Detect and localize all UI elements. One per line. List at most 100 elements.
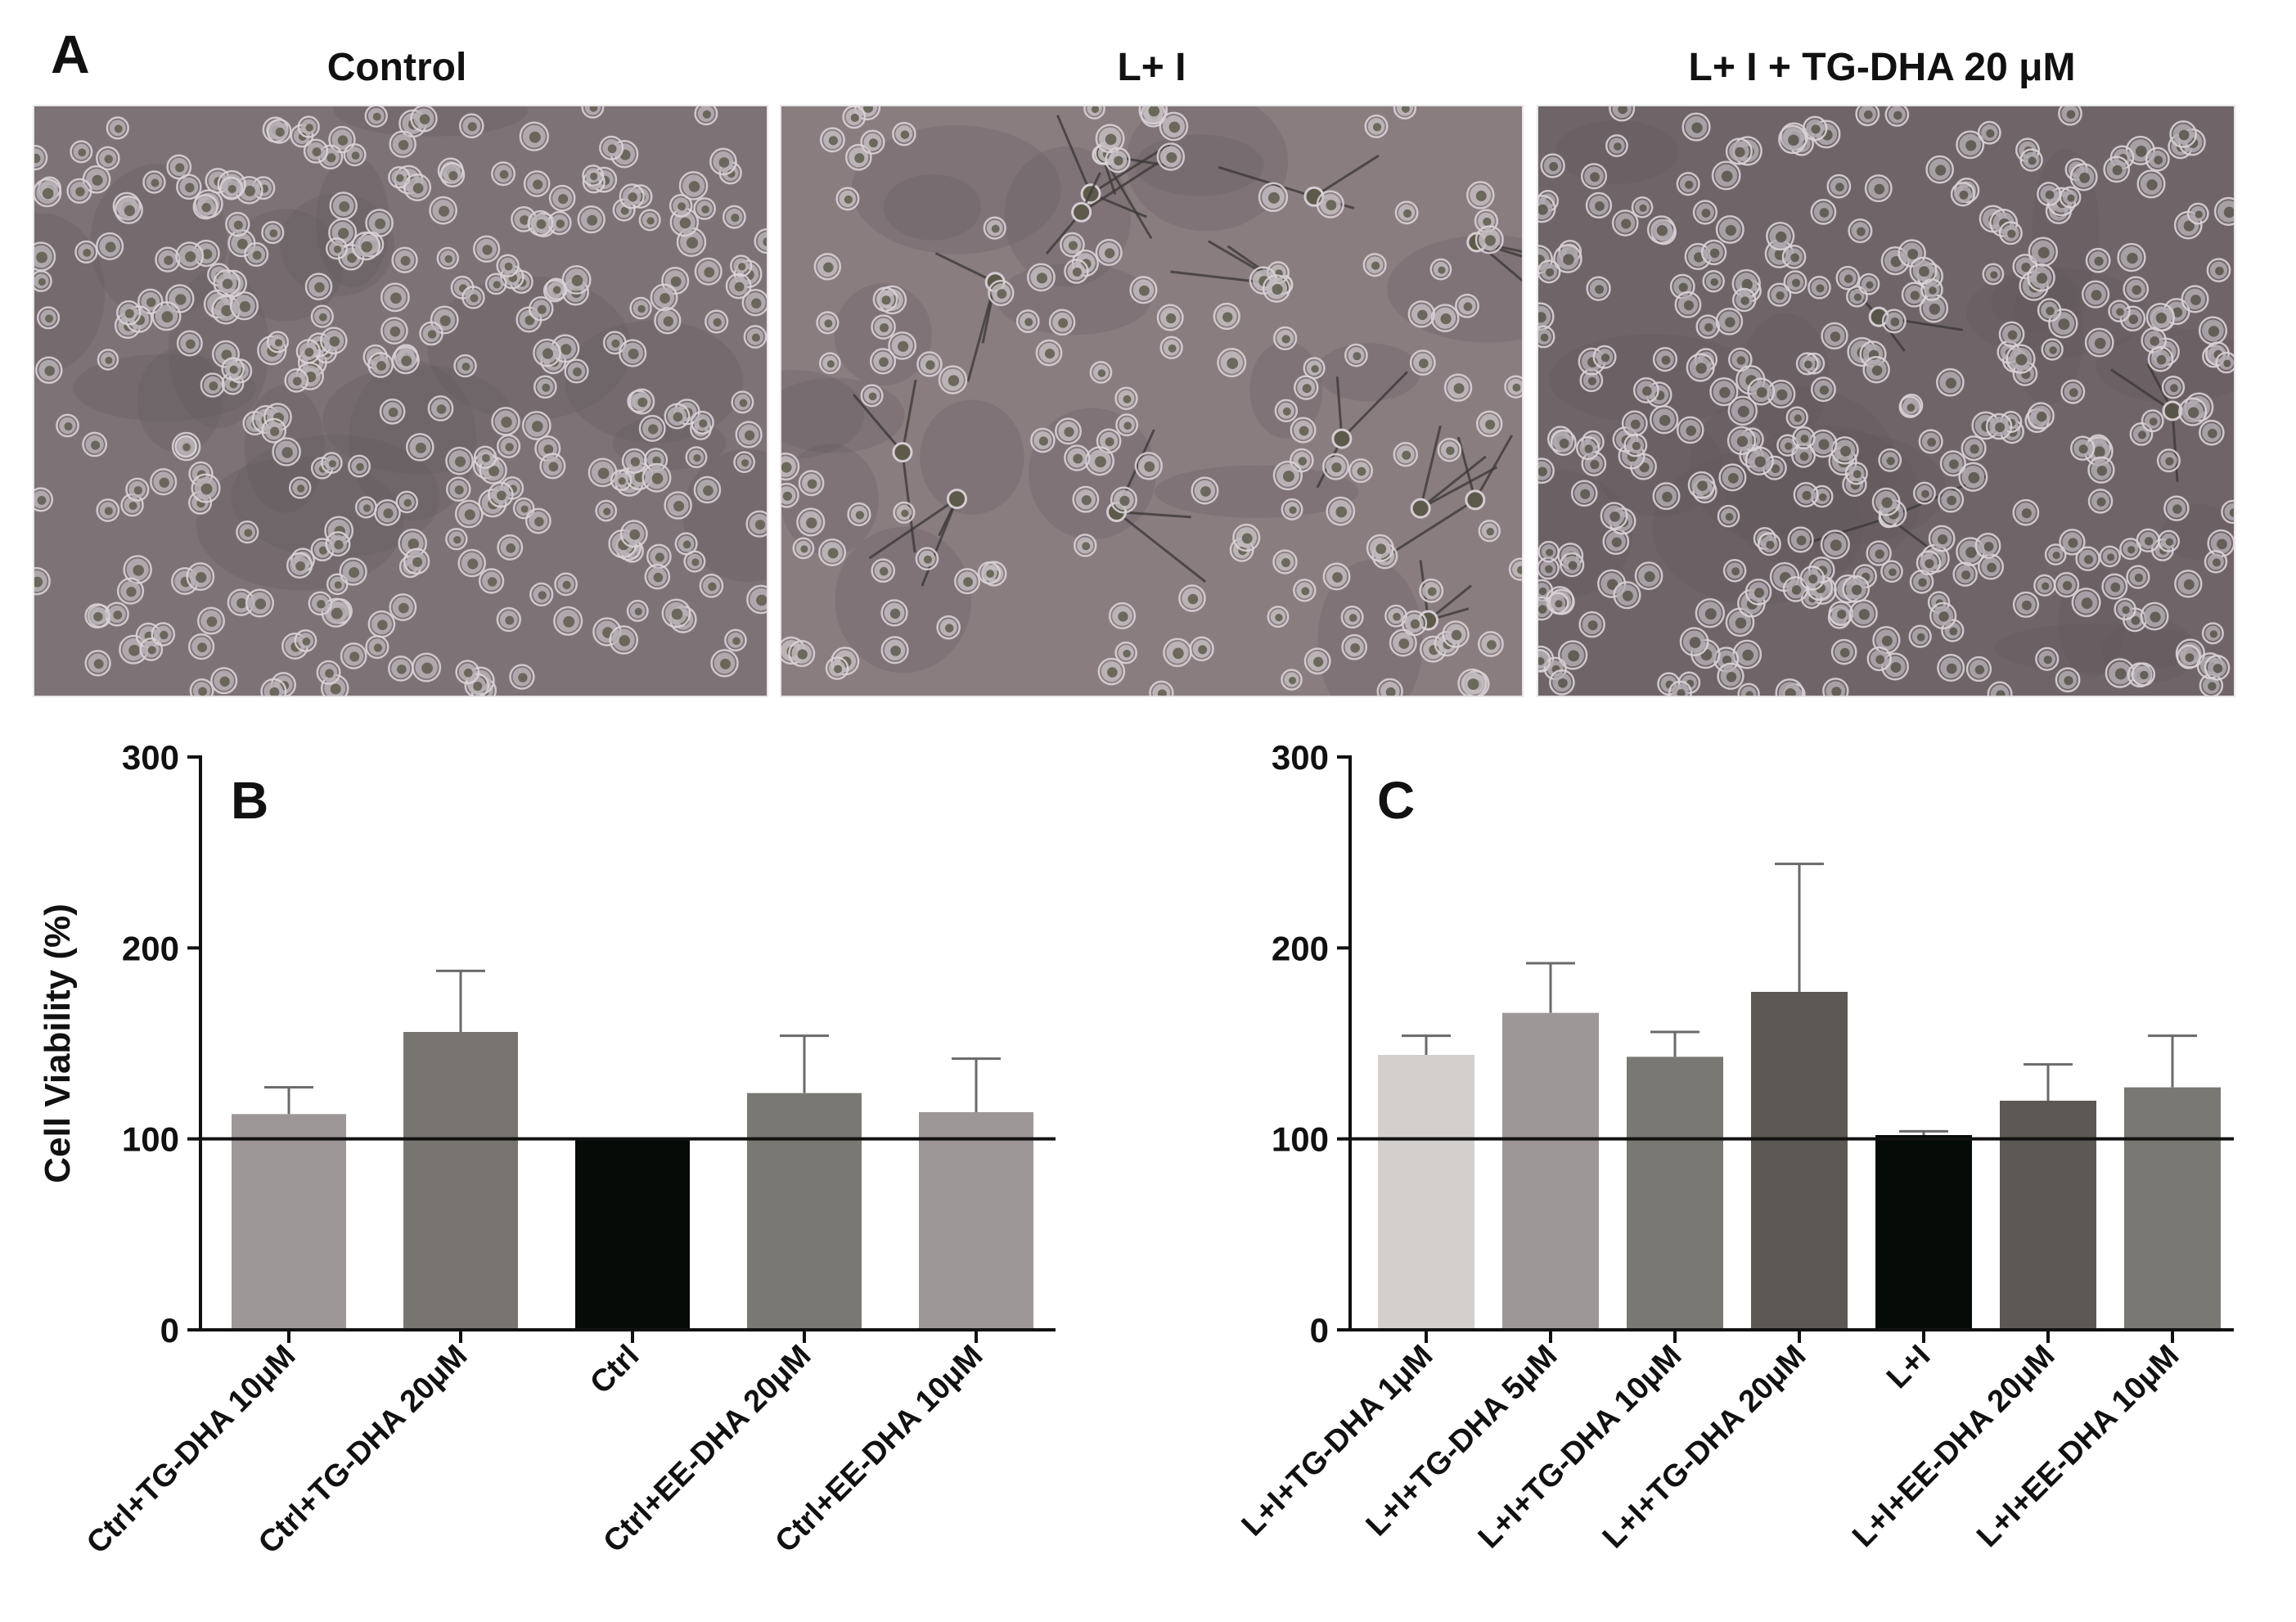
- cell: [1621, 410, 1648, 437]
- cell: [1609, 106, 1636, 122]
- cell: [1965, 656, 1992, 683]
- cell: [2028, 237, 2058, 267]
- cell: [187, 633, 215, 660]
- cell: [529, 295, 554, 322]
- cell: [2055, 667, 2081, 693]
- cell: [1782, 576, 1809, 602]
- cell: [1785, 406, 1808, 429]
- cell: [813, 253, 842, 281]
- cell: [56, 413, 79, 438]
- cell: [1474, 225, 1504, 255]
- cell: [1303, 357, 1326, 380]
- cell: [2069, 163, 2098, 191]
- cell: [1585, 191, 1613, 219]
- cell: [683, 550, 706, 573]
- cell: [1089, 361, 1113, 384]
- cell: [297, 115, 320, 138]
- cell: [1695, 597, 1726, 629]
- cell: [389, 130, 416, 158]
- cell: [1821, 322, 1848, 350]
- cell: [1362, 253, 1387, 277]
- cell: [1912, 481, 1936, 505]
- background-patch: [781, 370, 865, 459]
- cell: [1884, 106, 1910, 127]
- cell: [915, 547, 939, 571]
- cell: [419, 321, 443, 346]
- cell: [581, 106, 605, 119]
- cell: [286, 552, 313, 579]
- cell: [1035, 339, 1063, 367]
- cell: [2119, 538, 2142, 561]
- cell: [1866, 646, 1892, 672]
- cell: [1711, 160, 1741, 191]
- cell: [781, 482, 799, 508]
- cell: [1928, 525, 1956, 552]
- cell: [871, 558, 896, 583]
- cell: [1138, 106, 1168, 125]
- cell: [1842, 575, 1871, 603]
- cell: [1407, 300, 1436, 328]
- cell: [365, 209, 394, 237]
- cell: [1159, 111, 1189, 142]
- cell: [1998, 221, 2023, 246]
- cell: [1394, 200, 1419, 225]
- cell: [2059, 529, 2086, 556]
- cell: [225, 211, 250, 237]
- cell: [1217, 348, 1247, 378]
- cell: [395, 490, 418, 514]
- bar-4: [747, 1093, 862, 1330]
- cell: [1272, 460, 1303, 491]
- cell: [439, 162, 466, 188]
- cell: [1848, 599, 1878, 629]
- cell: [1538, 457, 1555, 484]
- cell: [125, 477, 150, 502]
- cell: [380, 317, 408, 345]
- cell: [892, 121, 916, 146]
- cell: [478, 568, 505, 594]
- cell: [674, 532, 698, 556]
- cell: [427, 395, 454, 421]
- cell: [308, 591, 333, 616]
- y-tick-label: 200: [1272, 929, 1329, 967]
- cell: [461, 286, 485, 309]
- cell: [1652, 482, 1681, 511]
- cell: [2019, 148, 2043, 172]
- bar-5: [919, 1112, 1033, 1330]
- cell: [1114, 641, 1137, 665]
- cell: [893, 501, 916, 524]
- cell: [84, 650, 111, 677]
- cell: [295, 339, 322, 364]
- cell: [319, 327, 348, 355]
- cell: [1937, 653, 1965, 682]
- cell: [1674, 291, 1702, 318]
- cell: [690, 410, 714, 435]
- cell: [1084, 446, 1115, 476]
- cell: [1538, 195, 1556, 223]
- cell: [2145, 302, 2175, 332]
- cell: [1709, 376, 1739, 407]
- cell: [406, 433, 434, 462]
- cell: [445, 528, 468, 551]
- cell: [646, 543, 672, 570]
- cell: [1747, 377, 1776, 406]
- cell: [391, 345, 420, 375]
- cell: [1430, 304, 1460, 333]
- error-bar-3: [1650, 1030, 1699, 1057]
- cell: [1925, 155, 1955, 184]
- cell: [2161, 376, 2186, 399]
- cell: [869, 348, 897, 375]
- li-title: L+ I: [1117, 46, 1186, 89]
- cell: [816, 311, 840, 335]
- bar-3: [575, 1138, 690, 1330]
- cell: [1108, 601, 1137, 629]
- x-tick-label: L+I+TG-DHA 10μM: [1472, 1339, 1689, 1556]
- cell: [1055, 417, 1082, 445]
- cell: [1961, 435, 1987, 462]
- cell: [197, 606, 225, 635]
- cell: [488, 481, 514, 508]
- cell: [523, 170, 551, 197]
- cell: [74, 240, 98, 264]
- cell: [2145, 146, 2170, 172]
- cell: [1692, 200, 1718, 225]
- cell: [1631, 196, 1654, 219]
